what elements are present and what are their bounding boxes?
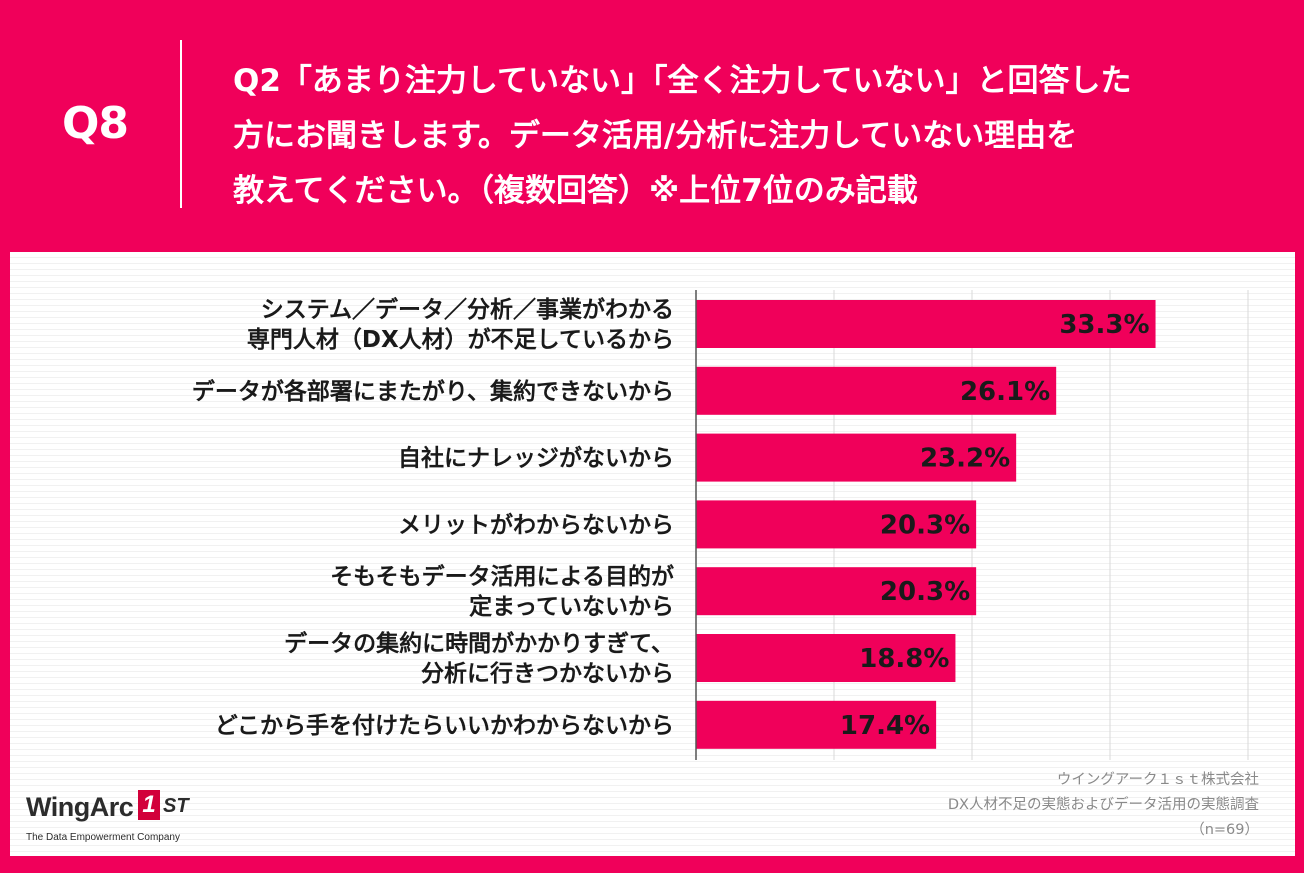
- source-credit: ウイングアーク１ｓｔ株式会社 DX人材不足の実態およびデータ活用の実態調査 （n…: [948, 768, 1259, 843]
- data-label: 20.3%: [880, 510, 970, 540]
- credit-sample: （n=69）: [1190, 822, 1259, 838]
- credit-survey: DX人材不足の実態およびデータ活用の実態調査: [947, 797, 1259, 813]
- logo-suffix: ST: [163, 795, 189, 817]
- chart-panel: 33.3% システム／データ／分析／事業がわかる専門人材（DX人材）が不足している…: [10, 252, 1295, 856]
- data-label: 33.3%: [1059, 310, 1149, 340]
- data-label: 26.1%: [960, 377, 1050, 407]
- credit-company: ウイングアーク１ｓｔ株式会社: [1056, 772, 1259, 788]
- category-label: データの集約に時間がかかりすぎて、: [284, 630, 674, 657]
- question-line: Q2「あまり注力していない」「全く注力していない」と回答した: [233, 63, 1132, 99]
- category-label: 専門人材（DX人材）が不足しているから: [247, 326, 674, 353]
- question-line: 教えてください。（複数回答）※上位7位のみ記載: [233, 173, 918, 209]
- category-label: そもそもデータ活用による目的が: [330, 563, 674, 590]
- logo-tagline: The Data Empowerment Company: [26, 832, 180, 843]
- header-divider: [180, 40, 182, 208]
- category-label: 分析に行きつかないから: [421, 660, 674, 687]
- bar: [696, 634, 956, 682]
- category-label: システム／データ／分析／事業がわかる: [261, 296, 674, 323]
- category-label: どこから手を付けたらいいかわからないから: [215, 713, 674, 739]
- bar: [696, 366, 1057, 415]
- bar: [696, 700, 937, 749]
- data-label: 20.3%: [880, 577, 970, 607]
- question-header: Q8 Q2「あまり注力していない」「全く注力していない」と回答した 方にお聞きし…: [0, 0, 1304, 250]
- bar: [696, 500, 977, 549]
- category-label: 定まっていないから: [469, 593, 674, 620]
- bar: [696, 300, 1156, 348]
- data-label: 18.8%: [859, 644, 949, 674]
- wingarc-logo: WingArc 1 ST The Data Empowerment Compan…: [26, 788, 196, 848]
- logo-badge: 1: [138, 790, 160, 820]
- category-label: データが各部署にまたがり、集約できないから: [192, 378, 674, 405]
- question-line: 方にお聞きします。データ活用/分析に注力していない理由を: [233, 118, 1078, 154]
- bar: [696, 433, 1017, 482]
- data-label: 17.4%: [840, 711, 930, 741]
- category-label: 自社にナレッジがないから: [398, 445, 674, 472]
- logo-wordmark: WingArc: [26, 792, 134, 822]
- data-label: 23.2%: [920, 444, 1010, 474]
- bar: [696, 567, 977, 616]
- question-text: Q2「あまり注力していない」「全く注力していない」と回答した 方にお聞きします。…: [233, 54, 1283, 219]
- bar-chart: 33.3% システム／データ／分析／事業がわかる専門人材（DX人材）が不足している…: [192, 290, 1249, 760]
- category-label: メリットがわからないから: [398, 511, 674, 538]
- question-number: Q8: [62, 98, 129, 149]
